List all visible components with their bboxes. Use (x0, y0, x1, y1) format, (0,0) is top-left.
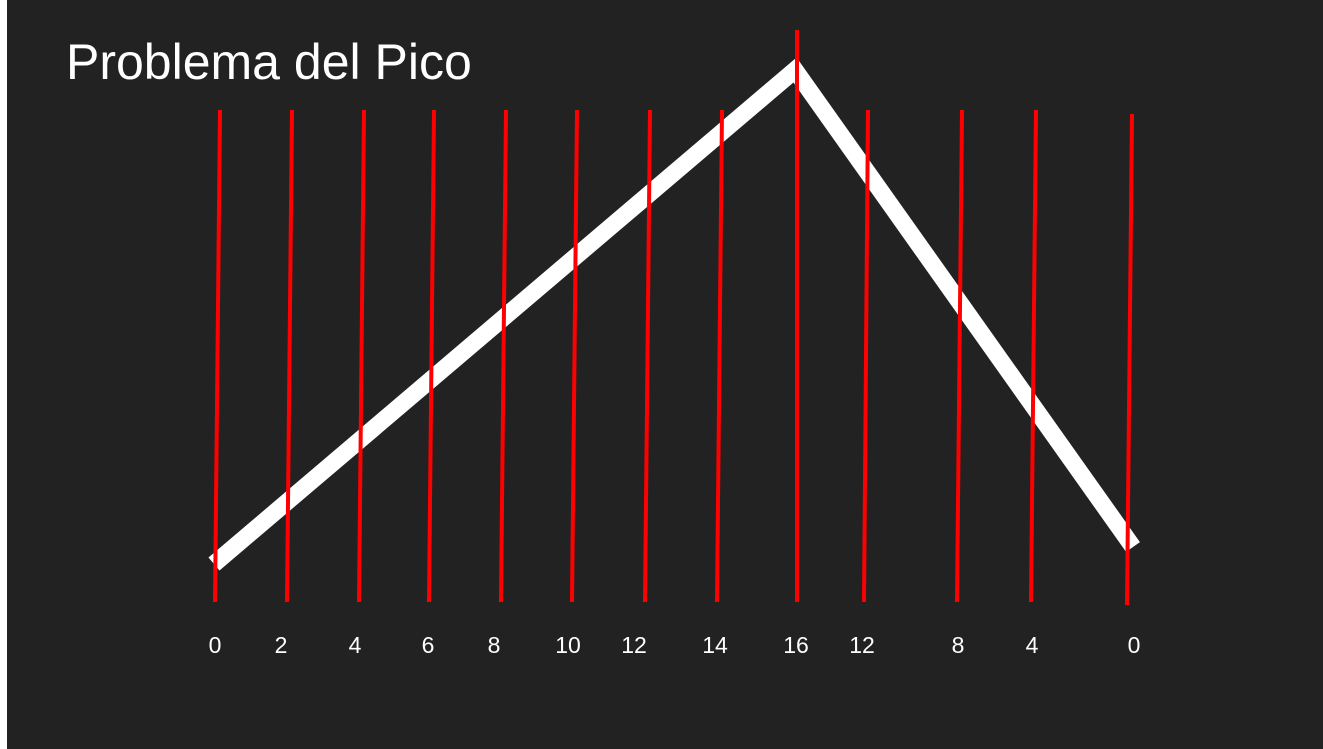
sample-label: 12 (849, 632, 875, 658)
sample-line (357, 109, 366, 603)
sample-line (570, 109, 579, 603)
sample-line (1125, 113, 1134, 606)
sample-label: 8 (488, 632, 501, 658)
sample-label: 12 (621, 632, 647, 658)
peak-polyline (208, 57, 1140, 571)
sample-label: 0 (209, 632, 222, 658)
sample-label: 4 (1026, 632, 1039, 658)
sample-line (955, 109, 964, 603)
sample-line (643, 109, 652, 603)
sample-line (862, 109, 870, 603)
sample-label: 2 (275, 632, 288, 658)
sample-line (499, 109, 508, 603)
sample-line (1029, 109, 1038, 603)
sample-label: 8 (952, 632, 965, 658)
sample-labels: 0 2 4 6 8 10 12 14 16 12 8 4 0 (209, 632, 1141, 658)
sample-label: 0 (1128, 632, 1141, 658)
sample-label: 14 (702, 632, 728, 658)
slide-title: Problema del Pico (66, 34, 472, 90)
sample-label: 16 (783, 632, 809, 658)
slide (7, 0, 1323, 749)
sample-label: 6 (422, 632, 435, 658)
sample-lines (213, 30, 1134, 606)
sample-line (213, 109, 222, 603)
sample-line (715, 109, 724, 603)
sample-line (427, 109, 436, 603)
sample-label: 10 (555, 632, 581, 658)
sample-line (285, 109, 294, 603)
sample-label: 4 (349, 632, 362, 658)
